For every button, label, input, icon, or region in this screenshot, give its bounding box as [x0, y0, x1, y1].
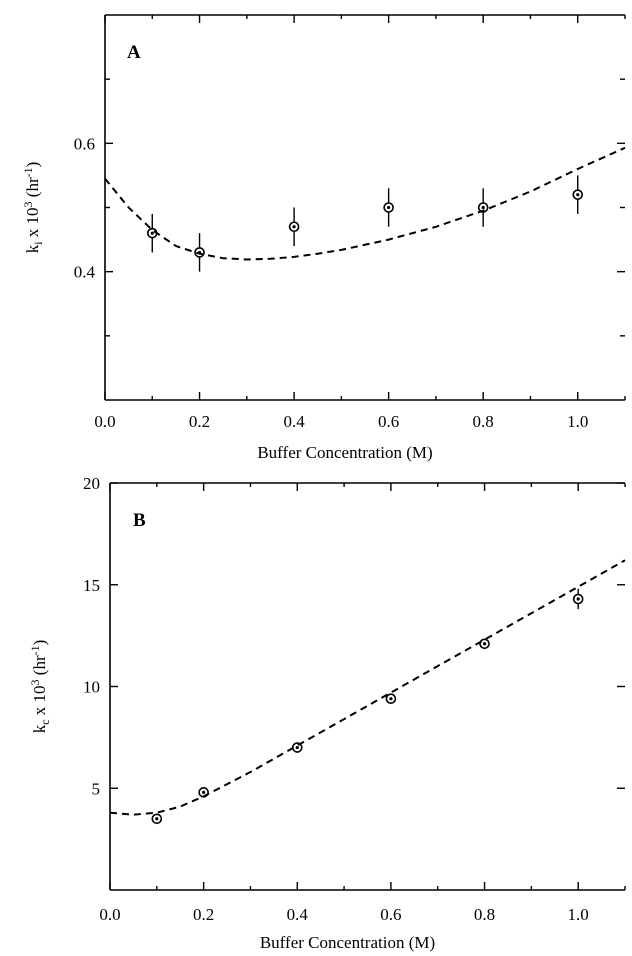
data-point-center [202, 790, 206, 794]
data-point-center [295, 745, 299, 750]
y-label-unit: (hr [23, 177, 42, 201]
x-tick-label: 0.2 [189, 412, 210, 431]
y-tick-label: 5 [92, 779, 101, 798]
y-label-sub: c [38, 719, 52, 724]
data-point-center [150, 231, 154, 235]
panel-label: A [127, 42, 141, 63]
data-point-center [387, 205, 391, 210]
data-point-center [576, 597, 580, 601]
x-tick-label: 0.8 [473, 412, 494, 431]
y-label-unit: (hr [30, 655, 49, 679]
x-tick-label: 0.8 [474, 905, 495, 924]
y-axis-label: ki x 103 (hr-1) [21, 162, 45, 254]
x-tick-label: 0.2 [193, 905, 214, 924]
x-tick-label: 0.4 [283, 412, 305, 431]
x-tick-label: 0.4 [287, 905, 309, 924]
data-point-center [576, 193, 580, 197]
x-tick-label: 0.0 [99, 905, 120, 924]
data-point-center [481, 205, 485, 210]
chart-panel-A: 0.0 0.2 0.4 0.6 0.8 1.0 0.4 0.6 A Buffer Concentr… [21, 14, 626, 462]
x-tick-label: 1.0 [568, 905, 589, 924]
data-point-center [482, 642, 487, 646]
x-axis-label: Buffer Concentration (M) [260, 933, 435, 952]
data-point-center [155, 817, 159, 821]
y-label-sub: i [31, 241, 45, 245]
y-tick-label: 0.6 [74, 134, 95, 153]
y-label-sup: 3 [21, 201, 35, 207]
y-label-unitsup: -1 [21, 167, 35, 177]
y-label-base: k [30, 724, 49, 733]
panel-label: B [133, 510, 146, 531]
y-label-close: ) [30, 640, 49, 646]
y-label-unitsup: -1 [28, 645, 42, 655]
y-label-base: k [23, 244, 42, 253]
fit-curve [104, 146, 626, 261]
x-axis-label: Buffer Concentration (M) [257, 443, 432, 462]
y-axis-label: kc x 103 (hr-1) [28, 640, 52, 734]
data-point-center [389, 697, 393, 701]
data-point-center [292, 225, 296, 229]
x-tick-label: 0.6 [380, 905, 401, 924]
chart-panel-B: 0.0 0.2 0.4 0.6 0.8 1.0 5 10 15 20 B Buffer Concent… [28, 474, 626, 952]
y-label-mid: x 10 [23, 207, 42, 241]
y-tick-label: 10 [83, 678, 100, 697]
x-tick-label: 0.6 [378, 412, 399, 431]
y-tick-label: 0.4 [74, 263, 96, 282]
y-label-close: ) [23, 162, 42, 168]
y-tick-label: 20 [83, 474, 100, 493]
fit-curve [109, 559, 626, 816]
x-tick-label: 1.0 [567, 412, 588, 431]
y-label-sup: 3 [28, 679, 42, 685]
y-label-mid: x 10 [30, 685, 49, 719]
x-tick-label: 0.0 [94, 412, 115, 431]
y-tick-label: 15 [83, 576, 100, 595]
